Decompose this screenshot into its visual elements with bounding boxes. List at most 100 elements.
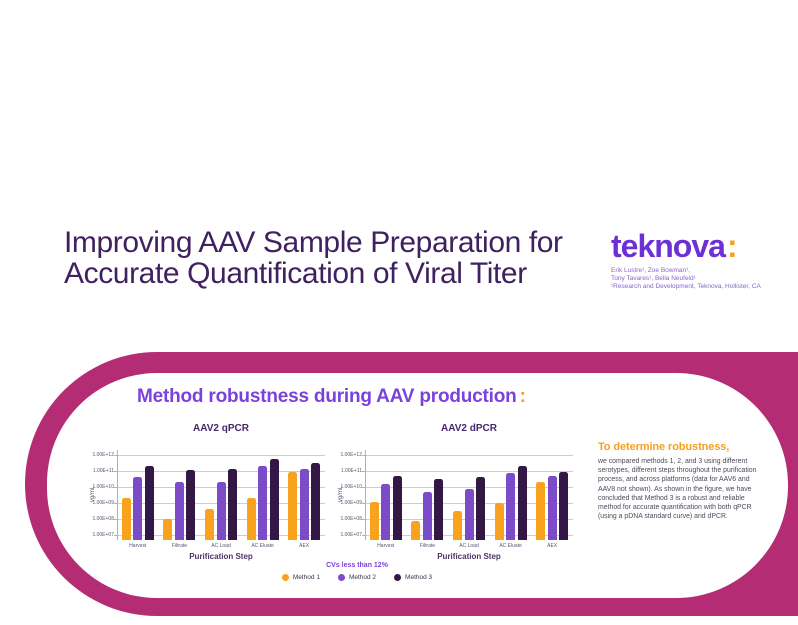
legend-item: Method 2 [337,574,377,581]
legend-label: Method 3 [405,574,433,581]
bar-method-1 [246,498,256,540]
y-tick-label: 1.00E+07 [92,532,114,538]
y-tick-label: 1.00E+09 [340,500,362,506]
bar-method-1 [411,520,421,540]
conclusion-note: To determine robustness, we compared met… [598,441,762,521]
y-tickmark [114,487,117,488]
gridline [117,471,325,472]
y-tickmark [114,503,117,504]
y-axis-line [365,450,366,540]
bar-method-1 [288,471,298,540]
logo-wordmark: teknova [611,228,726,264]
x-category-label: Harvest [377,543,395,549]
bar-method-3 [311,463,321,540]
bar-method-2 [547,475,557,540]
legend-label: Method 2 [348,574,377,581]
y-tickmark [362,487,365,488]
chart-legend: CVs less than 12% Method 1 Method 2 Method… [207,562,507,581]
x-category-label: Filtrate [419,543,436,549]
x-category-label: Filtrate [171,543,188,549]
x-category-label: AEX [547,543,558,549]
bar-method-3 [228,469,237,540]
legend-note: CVs less than 12% [326,562,388,569]
chart-aav2-dpcr: AAV2 dPCR vg/mL 1.00E+12 1.00E+11 1.00E+10 1.… [331,423,587,565]
content-panel: Method robustness during AAV production:… [47,373,788,598]
chart-aav2-qpcr: AAV2 qPCR vg/mL 1.00E+12 1.00E+11 1.00E+10 1.… [83,423,339,565]
gridline [365,487,573,488]
y-tickmark [362,503,365,504]
bar-method-3 [392,475,402,540]
y-tickmark [114,535,117,536]
bar-method-2 [174,482,184,540]
bar-method-2 [133,477,143,540]
chart-title: AAV2 dPCR [441,423,497,434]
gridline [365,455,573,456]
plot-area: 1.00E+12 1.00E+11 1.00E+10 1.00E+09 1.00E+08… [92,450,325,549]
logo-colon: : [726,228,738,264]
legend-label: Method 1 [292,574,320,581]
bar-method-1 [369,501,379,540]
conclusion-note-title: To determine robustness, [598,441,730,453]
y-tick-label: 1.00E+10 [340,484,362,490]
bar-method-1 [536,482,546,540]
bar-method-3 [559,471,569,540]
x-category-label: Harvest [129,543,147,549]
section-heading-text: Method robustness during AAV production [137,386,517,407]
authors-block: Erik Lustre¹, Zoe Bowman¹, Tony Tavares¹… [611,267,761,291]
bar-method-3 [186,470,196,540]
authors-line2: Tony Tavares¹, Bella Neufeld¹ [611,275,696,282]
y-tickmark [114,471,117,472]
legend-item: Method 3 [394,574,432,581]
x-category-label: AC Eluate [251,543,274,549]
y-axis-label: vg/mL [90,485,96,503]
affiliation: ¹Research and Development, Teknova, Holl… [611,283,761,290]
y-tick-label: 1.00E+07 [340,532,362,538]
y-tick-label: 1.00E+08 [92,516,114,522]
x-category-label: AC Load [459,543,479,549]
y-tickmark [114,519,117,520]
bar-method-1 [494,503,504,540]
y-tick-label: 1.00E+09 [92,500,114,506]
x-axis-title: Purification Step [189,552,253,561]
section-heading: Method robustness during AAV production: [137,386,526,408]
x-category-label: AEX [299,543,310,549]
y-tick-label: 1.00E+08 [340,516,362,522]
brand-block: teknova: Erik Lustre¹, Zoe Bowman¹, Tony… [611,228,761,291]
x-category-label: AC Eluate [499,543,522,549]
y-tick-label: 1.00E+10 [92,484,114,490]
gridline [117,455,325,456]
gridline [365,471,573,472]
bar-method-3 [269,458,279,540]
legend-item: Method 1 [281,574,320,581]
bar-method-3 [434,479,444,540]
y-axis-label: vg/mL [338,485,344,503]
y-tickmark [114,455,117,456]
bar-method-1 [121,498,131,540]
bar-method-1 [205,509,214,540]
legend-items: Method 1 Method 2 Method 3 [207,574,507,581]
bar-method-3 [476,477,485,540]
page-title-line1: Improving AAV Sample Preparation for [64,226,563,259]
chart-title: AAV2 qPCR [193,423,249,434]
bar-method-2 [381,484,391,540]
bar-method-3 [517,466,527,540]
x-axis-title: Purification Step [437,552,501,561]
y-tick-label: 1.00E+11 [92,468,114,474]
authors-line1: Erik Lustre¹, Zoe Bowman¹, [611,267,691,274]
y-tick-label: 1.00E+11 [340,468,362,474]
bar-method-1 [163,519,173,540]
y-tickmark [362,471,365,472]
x-category-label: AC Load [211,543,231,549]
y-tick-label: 1.00E+12 [340,452,362,458]
page-title: Improving AAV Sample Preparation for Acc… [64,227,563,289]
teknova-logo: teknova: [611,228,761,264]
page-title-line2: Accurate Quantification of Viral Titer [64,257,527,290]
bar-method-2 [506,472,516,540]
conclusion-note-body: we compared methods 1, 2, and 3 using di… [598,458,757,521]
y-tickmark [362,455,365,456]
y-tickmark [362,535,365,536]
y-axis-line [117,450,118,540]
bar-method-2 [216,482,226,540]
bar-method-3 [144,466,154,540]
